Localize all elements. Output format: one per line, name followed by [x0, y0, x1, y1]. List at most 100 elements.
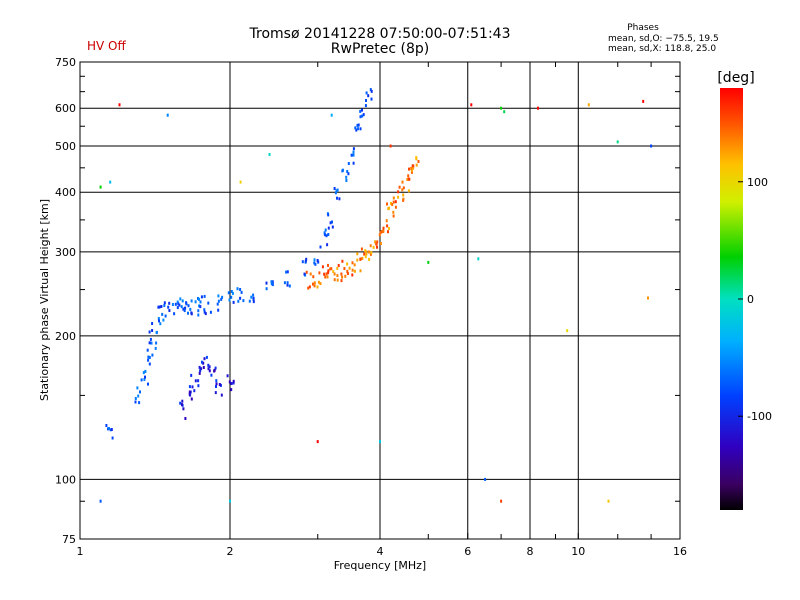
data-point	[190, 397, 193, 401]
x-tick-label: 6	[464, 545, 471, 558]
data-point	[415, 163, 418, 167]
data-point	[268, 153, 271, 156]
data-point	[252, 293, 255, 297]
data-point	[388, 206, 390, 210]
data-point	[313, 281, 316, 285]
data-point	[221, 295, 224, 299]
data-point	[341, 275, 344, 279]
data-point	[148, 356, 151, 359]
data-point	[173, 312, 176, 316]
data-point	[162, 318, 165, 322]
data-point	[198, 365, 201, 369]
data-point	[110, 428, 113, 431]
y-tick-label: 500	[55, 140, 76, 153]
data-point	[402, 197, 405, 201]
data-point	[118, 103, 121, 107]
data-point	[382, 226, 385, 230]
data-point	[356, 258, 359, 262]
data-point	[323, 272, 326, 276]
data-point	[181, 299, 184, 303]
data-point	[176, 306, 179, 310]
data-point	[217, 308, 220, 312]
data-point	[159, 322, 162, 326]
data-point	[138, 401, 141, 405]
data-point	[271, 280, 274, 284]
data-point	[184, 417, 187, 420]
data-point	[346, 269, 349, 273]
data-point	[197, 379, 200, 383]
data-point	[151, 353, 154, 357]
data-point	[312, 282, 314, 286]
data-point	[325, 272, 328, 276]
data-point	[182, 407, 185, 411]
data-point	[352, 147, 355, 151]
data-point	[369, 88, 372, 92]
data-point	[164, 314, 167, 318]
data-point	[187, 304, 190, 308]
data-point	[111, 436, 114, 440]
data-point	[370, 251, 373, 255]
axis-ticks: 1 2 4 6 8 10 16 75 100 200 300 400 500 600 750	[55, 56, 687, 558]
data-point	[188, 385, 191, 389]
data-point	[324, 275, 327, 279]
data-point	[215, 382, 218, 386]
data-point	[215, 379, 218, 383]
data-point	[155, 341, 158, 345]
data-point	[402, 186, 405, 190]
data-point	[305, 257, 308, 261]
data-point	[230, 290, 233, 293]
data-point	[321, 265, 324, 269]
data-point	[140, 378, 143, 382]
data-point	[137, 394, 140, 398]
data-point	[325, 234, 328, 238]
data-point	[305, 270, 308, 274]
data-point	[194, 300, 197, 304]
data-point	[477, 257, 480, 261]
data-point	[205, 355, 208, 359]
x-tick-label: 8	[527, 545, 534, 558]
x-axis-label: Frequency [MHz]	[334, 559, 426, 572]
data-point	[182, 307, 185, 311]
data-point	[340, 279, 343, 283]
data-point	[351, 261, 354, 265]
data-point	[217, 294, 220, 298]
data-point	[213, 368, 216, 372]
data-point	[210, 373, 213, 377]
data-point	[209, 310, 212, 314]
colorbar-tick-label: 0	[747, 293, 754, 306]
x-tick-label: 16	[673, 545, 687, 558]
data-point	[188, 390, 191, 394]
data-point	[107, 427, 110, 430]
data-point	[176, 300, 179, 304]
data-point	[313, 258, 316, 262]
data-point	[359, 127, 362, 131]
data-point	[345, 179, 348, 182]
data-point	[370, 89, 373, 93]
data-point	[500, 106, 503, 110]
data-point	[139, 390, 141, 394]
phases-x-stats: mean, sd,X: 118.8, 25.0	[608, 44, 716, 54]
data-point	[338, 197, 341, 201]
data-point	[346, 170, 349, 173]
data-point	[364, 249, 367, 253]
data-point	[146, 348, 149, 352]
data-point	[286, 270, 289, 274]
data-point	[410, 166, 413, 170]
data-point	[392, 210, 395, 214]
data-point	[99, 499, 102, 503]
data-point	[181, 403, 183, 407]
data-point	[157, 305, 160, 309]
data-point	[178, 303, 181, 307]
data-point	[166, 113, 169, 117]
data-point	[151, 329, 154, 332]
data-point	[177, 302, 180, 306]
data-point	[376, 240, 379, 244]
data-point	[368, 250, 370, 254]
data-point	[327, 269, 330, 273]
y-tick-label: 750	[55, 56, 76, 69]
data-point	[285, 270, 288, 274]
data-point	[203, 357, 206, 361]
data-point	[365, 252, 368, 256]
data-point	[239, 296, 242, 300]
data-point	[99, 185, 102, 189]
